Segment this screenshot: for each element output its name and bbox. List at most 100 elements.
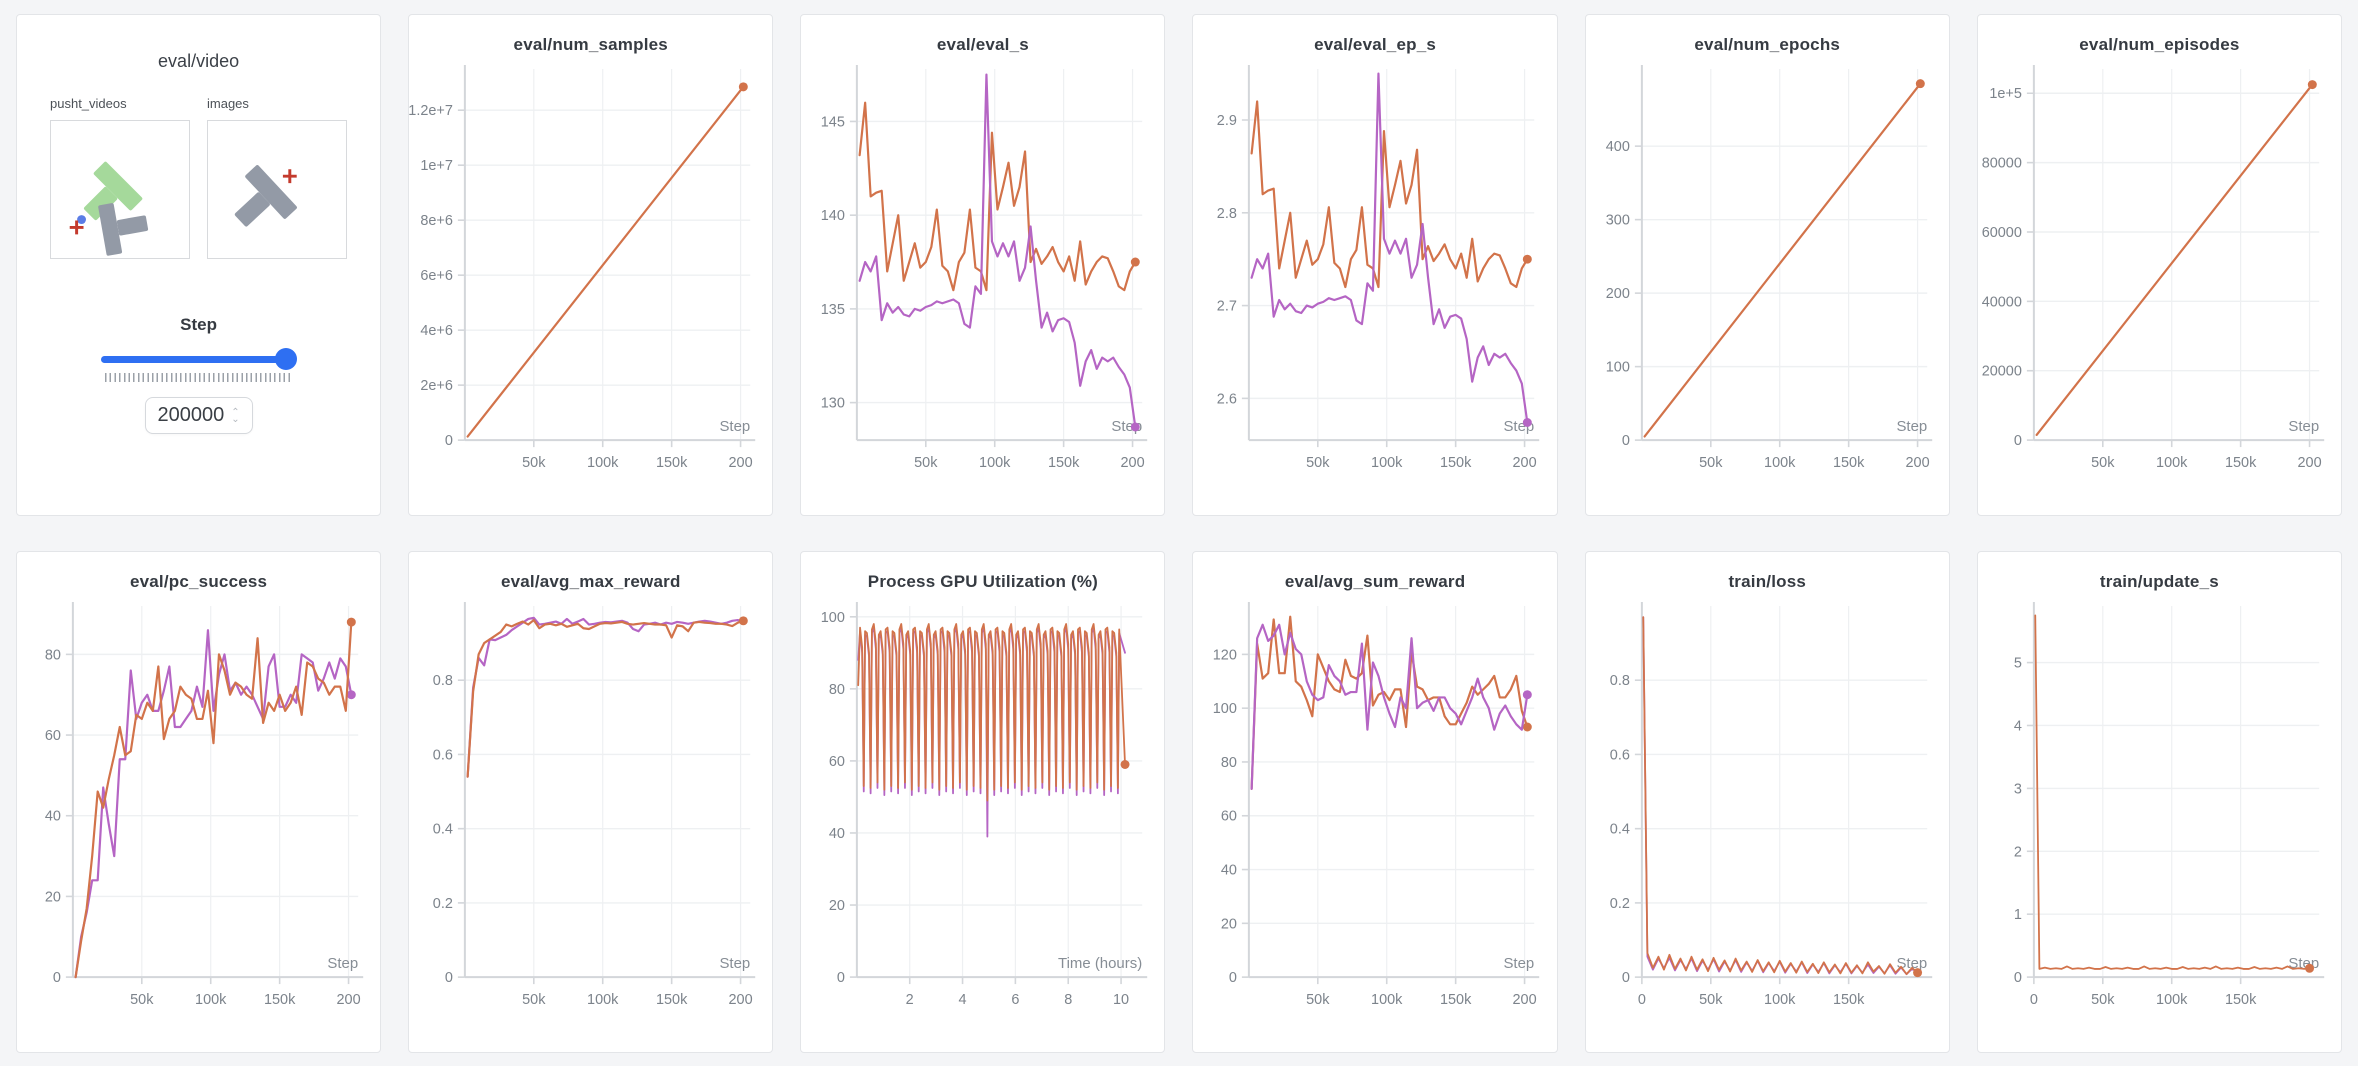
svg-text:20000: 20000 — [1982, 364, 2022, 380]
svg-text:50k: 50k — [130, 992, 154, 1008]
chart-area-train-loss[interactable]: 0 0.2 0.4 0.6 0.8 0 50k 100k 150k Step — [1586, 594, 1949, 1052]
svg-text:150k: 150k — [1440, 455, 1472, 471]
svg-text:6: 6 — [1012, 992, 1020, 1008]
svg-text:140: 140 — [821, 208, 845, 224]
svg-text:2: 2 — [2014, 844, 2022, 860]
svg-text:50k: 50k — [1699, 992, 1723, 1008]
svg-text:2.8: 2.8 — [1217, 206, 1237, 222]
svg-text:100: 100 — [1605, 360, 1629, 376]
slider-thumb[interactable] — [274, 348, 297, 370]
series-purple-run — [1251, 72, 1529, 424]
video-thumbnails: pusht_videos — [17, 96, 380, 259]
svg-text:200: 200 — [2297, 455, 2321, 471]
chart-area-eval-num-epochs[interactable]: 0 100 200 300 400 50k 100k 150k 200 Step — [1586, 57, 1949, 515]
chart-area-eval-avg-max-reward[interactable]: 0 0.2 0.4 0.6 0.8 50k 100k 150k 200 Step — [409, 594, 772, 1052]
stepper-down-icon[interactable]: ⌄ — [231, 413, 240, 425]
svg-text:100: 100 — [1213, 701, 1237, 717]
svg-text:20: 20 — [45, 889, 61, 905]
svg-text:Step: Step — [327, 955, 358, 972]
panel-eval-num-samples: eval/num_samples 0 2e+6 4e+6 6e+6 8e+6 1e+7 1.… — [408, 14, 774, 516]
svg-text:100k: 100k — [2156, 455, 2188, 471]
chart-title: eval/avg_sum_reward — [1284, 572, 1466, 591]
svg-text:40: 40 — [829, 826, 845, 842]
svg-text:2: 2 — [906, 992, 914, 1008]
svg-text:1e+5: 1e+5 — [1989, 86, 2022, 102]
chart-area-eval-avg-sum-reward[interactable]: 0 20 40 60 80 100 120 50k 100k 150k 200 Step — [1193, 594, 1556, 1052]
svg-text:1.2e+7: 1.2e+7 — [409, 103, 453, 119]
chart-area-gpu-utilization[interactable]: 0 20 40 60 80 100 2 4 6 8 10 Time (hours) — [801, 594, 1164, 1052]
svg-text:0: 0 — [2014, 433, 2022, 449]
svg-text:2.6: 2.6 — [1217, 391, 1237, 407]
svg-text:4: 4 — [2014, 718, 2022, 734]
chart-area-eval-num-samples[interactable]: 0 2e+6 4e+6 6e+6 8e+6 1e+7 1.2e+7 50k 100k 150k 20… — [409, 57, 772, 515]
svg-text:100k: 100k — [1372, 455, 1404, 471]
svg-text:300: 300 — [1605, 213, 1629, 229]
svg-text:50k: 50k — [1699, 455, 1723, 471]
svg-text:100k: 100k — [1764, 992, 1796, 1008]
series-purple-run — [1251, 623, 1529, 790]
panel-eval-avg-max-reward: eval/avg_max_reward 0 0.2 0.4 0.6 0.8 50k 100k… — [408, 551, 774, 1053]
slider-tick-marks — [104, 373, 293, 382]
step-slider[interactable] — [100, 348, 297, 370]
stepper-up-icon[interactable]: ⌃ — [231, 406, 240, 418]
panel-gpu-utilization: Process GPU Utilization (%) 0 20 40 60 80 100… — [800, 551, 1166, 1053]
svg-text:0.2: 0.2 — [433, 896, 453, 912]
svg-text:200: 200 — [1121, 455, 1145, 471]
panel-eval-eval-s: eval/eval_s 130 135 140 145 50k 100k 150k 200 St… — [800, 14, 1166, 516]
svg-text:8e+6: 8e+6 — [420, 213, 453, 229]
slider-track[interactable] — [100, 356, 293, 363]
svg-text:50k: 50k — [914, 455, 938, 471]
panel-eval-pc-success: eval/pc_success 0 20 40 60 80 50k 100k 150k 200 S… — [16, 551, 382, 1053]
svg-text:0.6: 0.6 — [433, 747, 453, 763]
chart-area-eval-num-episodes[interactable]: 0 20000 40000 60000 80000 1e+5 50k 100k 150k 200 S… — [1978, 57, 2341, 515]
pusht-video-thumbnail[interactable] — [50, 120, 190, 259]
svg-text:0: 0 — [1229, 970, 1237, 986]
pusht-videos-label: pusht_videos — [50, 96, 127, 111]
svg-text:0.8: 0.8 — [1609, 673, 1629, 689]
svg-text:150k: 150k — [1833, 455, 1865, 471]
svg-text:2.9: 2.9 — [1217, 113, 1237, 129]
svg-text:50k: 50k — [2091, 455, 2115, 471]
svg-text:100k: 100k — [587, 455, 619, 471]
svg-text:100k: 100k — [1372, 992, 1404, 1008]
series-purple-run — [466, 616, 745, 778]
svg-text:3: 3 — [2014, 781, 2022, 797]
svg-text:150k: 150k — [2225, 455, 2257, 471]
chart-area-eval-eval-ep-s[interactable]: 2.6 2.7 2.8 2.9 50k 100k 150k 200 Step — [1193, 57, 1556, 515]
svg-text:40000: 40000 — [1982, 294, 2022, 310]
svg-text:8: 8 — [1065, 992, 1073, 1008]
images-scene — [234, 165, 297, 227]
series-orange-run — [2035, 83, 2314, 436]
svg-text:150k: 150k — [1440, 992, 1472, 1008]
svg-text:40: 40 — [1221, 863, 1237, 879]
svg-text:20: 20 — [829, 898, 845, 914]
svg-text:0: 0 — [445, 433, 453, 449]
svg-text:150k: 150k — [656, 992, 688, 1008]
svg-text:50k: 50k — [2091, 992, 2115, 1008]
chart-title: train/loss — [1728, 572, 1807, 591]
svg-text:200: 200 — [1513, 455, 1537, 471]
svg-text:Step: Step — [1504, 955, 1535, 972]
step-value[interactable]: 200000 — [157, 404, 225, 426]
svg-text:Step: Step — [1896, 955, 1927, 972]
svg-text:130: 130 — [821, 396, 845, 412]
chart-area-train-update-s[interactable]: 0 1 2 3 4 5 0 50k 100k 150k Step — [1978, 594, 2341, 1052]
chart-area-eval-pc-success[interactable]: 0 20 40 60 80 50k 100k 150k 200 Step — [17, 594, 380, 1052]
chart-title: Process GPU Utilization (%) — [867, 572, 1099, 591]
svg-text:200: 200 — [729, 992, 753, 1008]
stepper[interactable]: ⌃ ⌄ — [231, 406, 240, 425]
svg-text:80: 80 — [45, 647, 61, 663]
svg-text:2e+6: 2e+6 — [420, 378, 453, 394]
goal-cross-icon — [69, 220, 84, 235]
panel-train-loss: train/loss 0 0.2 0.4 0.6 0.8 0 50k 100k 150k Step — [1584, 551, 1950, 1053]
svg-text:60: 60 — [829, 754, 845, 770]
chart-area-eval-eval-s[interactable]: 130 135 140 145 50k 100k 150k 200 Step — [801, 57, 1164, 515]
step-value-input[interactable]: 200000 ⌃ ⌄ — [144, 397, 253, 434]
svg-text:20: 20 — [1221, 916, 1237, 932]
images-thumbnail[interactable] — [207, 120, 347, 259]
svg-text:200: 200 — [336, 992, 360, 1008]
svg-text:1: 1 — [2014, 907, 2022, 923]
svg-text:0: 0 — [1622, 970, 1630, 986]
panel-eval-num-epochs: eval/num_epochs 0 100 200 300 400 50k 100k 150k… — [1584, 14, 1950, 516]
panel-train-update-s: train/update_s 0 1 2 3 4 5 0 50k 100k 150k Step — [1976, 551, 2342, 1053]
